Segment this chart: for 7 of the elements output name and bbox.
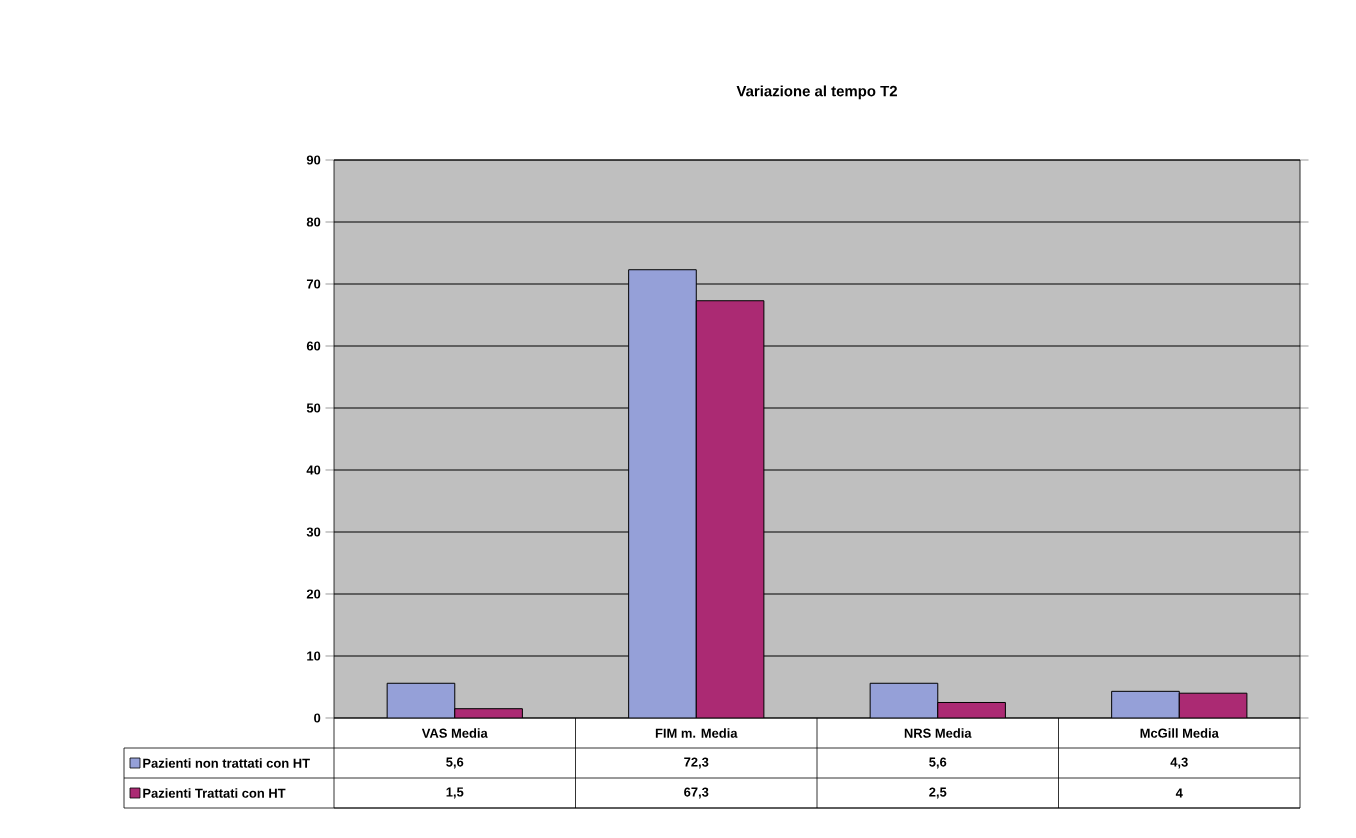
bar [628, 269, 697, 718]
bar [1111, 690, 1180, 718]
bar [695, 300, 765, 718]
bar [386, 682, 456, 718]
bar [869, 682, 939, 718]
bar [937, 702, 1006, 718]
bar [1178, 692, 1248, 718]
